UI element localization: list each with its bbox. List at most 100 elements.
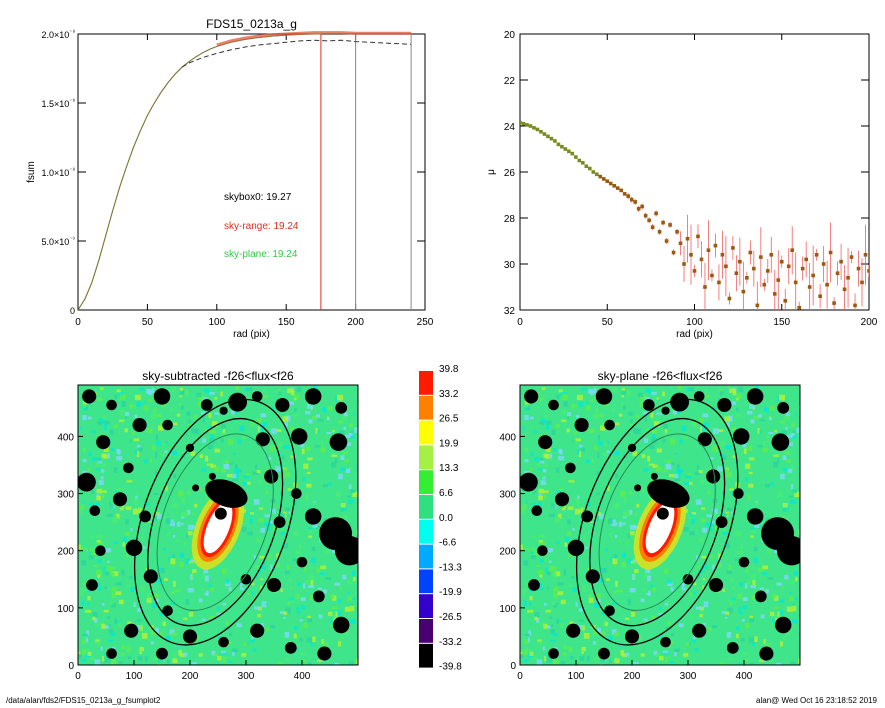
noise-pixel xyxy=(209,616,215,619)
noise-pixel xyxy=(112,517,119,524)
noise-pixel xyxy=(653,650,658,656)
noise-pixel xyxy=(110,567,116,570)
noise-pixel xyxy=(344,459,349,463)
noise-pixel xyxy=(188,612,194,617)
profile-point xyxy=(668,223,672,227)
noise-pixel xyxy=(623,497,627,504)
noise-pixel xyxy=(306,483,312,488)
noise-pixel xyxy=(160,452,166,457)
noise-pixel xyxy=(794,491,800,497)
noise-pixel xyxy=(173,502,178,506)
noise-pixel xyxy=(147,519,154,522)
noise-pixel xyxy=(723,455,727,461)
x-tick-label: 50 xyxy=(142,317,154,328)
noise-pixel xyxy=(768,417,772,421)
noise-pixel xyxy=(751,595,758,601)
star-mask xyxy=(182,629,198,644)
noise-pixel xyxy=(228,632,233,637)
noise-pixel xyxy=(335,610,342,616)
noise-pixel xyxy=(223,463,230,470)
noise-pixel xyxy=(762,441,766,447)
noise-pixel xyxy=(323,589,327,594)
noise-pixel xyxy=(179,395,183,398)
noise-pixel xyxy=(735,531,742,537)
noise-pixel xyxy=(97,460,103,464)
noise-pixel xyxy=(699,613,703,618)
noise-pixel xyxy=(615,502,620,506)
noise-pixel xyxy=(781,430,787,435)
noise-pixel xyxy=(152,603,158,608)
noise-pixel xyxy=(350,434,355,439)
profile-point xyxy=(556,142,561,147)
noise-pixel xyxy=(124,416,128,419)
noise-pixel xyxy=(683,653,689,657)
noise-pixel xyxy=(157,659,163,662)
noise-pixel xyxy=(553,602,558,608)
noise-pixel xyxy=(118,623,122,628)
noise-pixel xyxy=(300,652,306,656)
noise-pixel xyxy=(302,477,307,482)
noise-pixel xyxy=(701,555,707,559)
noise-pixel xyxy=(780,641,783,647)
noise-pixel xyxy=(129,404,133,409)
noise-pixel xyxy=(344,434,351,438)
noise-pixel xyxy=(562,394,568,401)
profile-point xyxy=(835,271,840,275)
noise-pixel xyxy=(309,595,316,601)
noise-pixel xyxy=(648,463,655,466)
noise-pixel xyxy=(306,637,312,643)
noise-pixel xyxy=(550,639,556,642)
profile-point xyxy=(724,264,728,269)
y-tick-label: 22 xyxy=(504,76,516,87)
noise-pixel xyxy=(608,659,612,664)
noise-pixel xyxy=(97,622,103,627)
x-tick-label: 300 xyxy=(680,671,697,682)
noise-pixel xyxy=(97,397,103,401)
noise-pixel xyxy=(598,414,604,418)
noise-pixel xyxy=(538,534,545,539)
noise-pixel xyxy=(725,611,730,615)
noise-pixel xyxy=(318,614,323,619)
y-tick-label: 30 xyxy=(504,260,516,271)
noise-pixel xyxy=(101,558,105,563)
profile-point xyxy=(720,253,725,257)
star-mask xyxy=(82,389,97,404)
noise-pixel xyxy=(593,444,598,451)
noise-pixel xyxy=(664,656,669,663)
noise-pixel xyxy=(614,535,618,539)
noise-pixel xyxy=(270,564,273,570)
noise-pixel xyxy=(312,415,318,420)
noise-pixel xyxy=(277,389,281,393)
noise-pixel xyxy=(106,453,111,459)
noise-pixel xyxy=(338,420,344,424)
noise-pixel xyxy=(81,659,87,662)
profile-point xyxy=(762,282,767,287)
noise-pixel xyxy=(546,586,550,590)
noise-pixel xyxy=(126,584,131,588)
noise-pixel xyxy=(262,394,268,398)
noise-pixel xyxy=(204,592,209,595)
noise-pixel xyxy=(201,468,207,472)
noise-pixel xyxy=(293,414,300,417)
noise-pixel xyxy=(542,646,545,651)
noise-pixel xyxy=(558,456,565,461)
noise-pixel xyxy=(522,591,526,596)
noise-pixel xyxy=(609,532,612,538)
noise-pixel xyxy=(527,490,533,494)
noise-pixel xyxy=(276,429,282,432)
noise-pixel xyxy=(782,508,787,512)
noise-pixel xyxy=(87,416,92,420)
noise-pixel xyxy=(169,522,176,527)
noise-pixel xyxy=(573,439,577,443)
aperture-middle xyxy=(147,417,284,627)
noise-pixel xyxy=(310,580,314,586)
noise-pixel xyxy=(547,548,554,553)
sky-annotation: sky-plane: 19.24 xyxy=(224,249,298,260)
star-mask xyxy=(162,605,173,617)
noise-pixel xyxy=(90,549,97,556)
noise-pixel xyxy=(727,607,733,614)
noise-pixel xyxy=(260,527,265,533)
noise-pixel xyxy=(311,546,316,552)
noise-pixel xyxy=(82,633,88,637)
noise-pixel xyxy=(730,511,733,514)
